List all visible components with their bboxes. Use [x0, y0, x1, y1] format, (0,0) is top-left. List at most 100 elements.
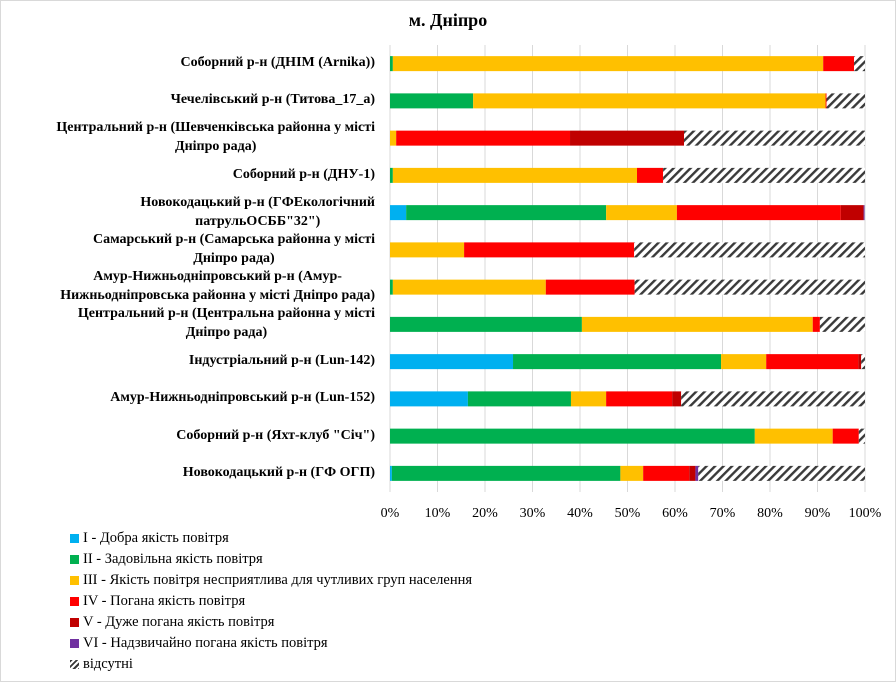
legend-item: IV - Погана якість повітря: [70, 591, 472, 612]
bar-segment: Амур-Нижньодніпровський р-н (Lun-152) — …: [467, 391, 571, 407]
bar-segment: Новокодацький р-н (ГФЕкологічний патруль…: [390, 205, 407, 221]
category-label: Самарський р-н (Самарська районна у міст…: [92, 231, 375, 266]
x-tick-label: 10%: [424, 506, 451, 521]
bar-segment: Новокодацький р-н (ГФ ОГП) — IV - Погана…: [643, 465, 690, 481]
bar-segment: Центральний р-н (Шевченківська районна у…: [570, 130, 685, 146]
legend: I - Добра якість повітря II - Задовільна …: [70, 528, 472, 675]
category-label: Індустріальний р-н (Lun-142): [188, 353, 375, 369]
bar-segment: Амур-Нижньодніпровський р-н (Lun-152) — …: [681, 391, 865, 407]
bar-segment: Соборний р-н (ДНІМ (Arnika)) — III - Які…: [392, 56, 824, 72]
legend-swatch: [70, 597, 79, 606]
category-label: Чечелівський р-н (Титова_17_а): [170, 92, 375, 108]
bar-segment: Амур-Нижньодніпровський р-н (Lun-152) — …: [672, 391, 682, 407]
bar-segment: Центральний р-н (Шевченківська районна у…: [684, 130, 865, 146]
legend-label: відсутні: [83, 656, 133, 672]
bar-segment: Індустріальний р-н (Lun-142) — V - Дуже …: [858, 354, 862, 370]
legend-swatch: [70, 639, 79, 648]
bar-segment: Амур-Нижньодніпровський р-н (Амур-Нижньо…: [545, 279, 635, 295]
x-tick-label: 90%: [804, 506, 831, 521]
category-label: Соборний р-н (Яхт-клуб "Січ"): [176, 427, 375, 443]
legend-swatch: [70, 555, 79, 564]
bar-segment: Центральний р-н (Шевченківська районна у…: [396, 130, 571, 146]
bar-segment: Новокодацький р-н (ГФ ОГП) — відсутні: 3…: [698, 465, 865, 481]
bar-segment: Самарський р-н (Самарська районна у міст…: [634, 242, 865, 258]
bar-segment: Центральний р-н (Шевченківська районна у…: [390, 130, 397, 146]
bar-segment: Новокодацький р-н (ГФЕкологічний патруль…: [863, 205, 865, 221]
bar-segment: Новокодацький р-н (ГФ ОГП) — I - Добра я…: [390, 465, 392, 481]
bar-segment: Індустріальний р-н (Lun-142) — IV - Пога…: [766, 354, 859, 370]
category-label: Центральний р-н (Шевченківська районна у…: [56, 120, 375, 155]
bar-segment: Соборний р-н (ДНУ-1) — відсутні: 42.5%: [663, 167, 866, 183]
bar-segment: Соборний р-н (Яхт-клуб "Січ") — відсутні…: [858, 428, 865, 444]
bars: Соборний р-н (ДНІМ (Arnika)) — II - Задо…: [390, 56, 866, 481]
x-tick-label: 50%: [614, 506, 641, 521]
bar-segment: Чечелівський р-н (Титова_17_а) — II - За…: [390, 93, 474, 109]
bar-segment: Індустріальний р-н (Lun-142) — III - Які…: [721, 354, 767, 370]
bar-segment: Амур-Нижньодніпровський р-н (Амур-Нижньо…: [634, 279, 866, 295]
category-label: Амур-Нижньодніпровський р-н (Амур- Нижньо…: [60, 269, 375, 304]
gridlines: [389, 45, 866, 492]
bar-segment: Амур-Нижньодніпровський р-н (Lun-152) — …: [390, 391, 468, 407]
bar-segment: Новокодацький р-н (ГФ ОГП) — III - Якіст…: [620, 465, 644, 481]
bar-segment: Амур-Нижньодніпровський р-н (Амур-Нижньо…: [392, 279, 546, 295]
legend-label: V - Дуже погана якість повітря: [83, 614, 275, 630]
legend-swatch: [70, 534, 79, 543]
bar-segment: Новокодацький р-н (ГФЕкологічний патруль…: [606, 205, 677, 221]
bar-segment: Чечелівський р-н (Титова_17_а) — відсутн…: [826, 93, 865, 109]
bar-segment: Соборний р-н (ДНІМ (Arnika)) — IV - Пога…: [823, 56, 855, 72]
category-label: Соборний р-н (ДНІМ (Arnika)): [180, 55, 375, 71]
bar-segment: Чечелівський р-н (Титова_17_а) — III - Я…: [473, 93, 826, 109]
bar-segment: Центральний р-н (Центральна районна у мі…: [581, 316, 813, 332]
bar-segment: Новокодацький р-н (ГФ ОГП) — VI - Надзви…: [695, 465, 699, 481]
x-tick-label: 60%: [662, 506, 688, 521]
category-label: Центральний р-н (Центральна районна у мі…: [77, 306, 375, 341]
bar-segment: Соборний р-н (ДНУ-1) — III - Якість пові…: [392, 167, 637, 183]
bar-segment: Соборний р-н (ДНУ-1) — II - Задовільна я…: [390, 167, 393, 183]
legend-swatch: [70, 660, 79, 669]
bar-segment: Індустріальний р-н (Lun-142) — I - Добра…: [390, 354, 514, 370]
legend-item: V - Дуже погана якість повітря: [70, 612, 472, 633]
legend-label: III - Якість повітря несприятлива для чу…: [83, 572, 473, 588]
bar-segment: Індустріальний р-н (Lun-142) — відсутні:…: [861, 354, 865, 370]
x-tick-label: 70%: [709, 506, 736, 521]
legend-item: VI - Надзвичайно погана якість повітря: [70, 633, 472, 654]
bar-segment: Соборний р-н (Яхт-клуб "Січ") — IV - Пог…: [832, 428, 859, 444]
category-label: Соборний р-н (ДНУ-1): [232, 166, 375, 182]
legend-item: II - Задовільна якість повітря: [70, 549, 472, 570]
bar-segment: Амур-Нижньодніпровський р-н (Амур-Нижньо…: [390, 279, 393, 295]
bar-segment: Новокодацький р-н (ГФ ОГП) — V - Дуже по…: [689, 465, 696, 481]
legend-label: II - Задовільна якість повітря: [83, 551, 263, 567]
bar-segment: Центральний р-н (Центральна районна у мі…: [390, 316, 582, 332]
bar-segment: Чечелівський р-н (Титова_17_а) — IV - По…: [825, 93, 827, 109]
category-label: Амур-Нижньодніпровський р-н (Lun-152): [110, 390, 375, 406]
bar-segment: Новокодацький р-н (ГФЕкологічний патруль…: [676, 205, 841, 221]
bar-segment: Новокодацький р-н (ГФ ОГП) — II - Задові…: [391, 465, 621, 481]
bar-segment: Соборний р-н (Яхт-клуб "Січ") — II - Зад…: [390, 428, 755, 444]
bar-segment: Індустріальний р-н (Lun-142) — II - Задо…: [513, 354, 722, 370]
x-tick-label: 0%: [380, 506, 400, 521]
legend-item: III - Якість повітря несприятлива для чу…: [70, 570, 472, 591]
bar-segment: Новокодацький р-н (ГФЕкологічний патруль…: [406, 205, 607, 221]
bar-segment: Соборний р-н (ДНІМ (Arnika)) — відсутні:…: [854, 56, 865, 72]
legend-label: VI - Надзвичайно погана якість повітря: [83, 635, 328, 651]
category-label: Новокодацький р-н (ГФ ОГП): [182, 464, 375, 480]
category-label: Новокодацький р-н (ГФЕкологічний патрульО…: [140, 194, 375, 229]
x-tick-label: 40%: [567, 506, 593, 521]
bar-segment: Центральний р-н (Центральна районна у мі…: [819, 316, 866, 332]
chart-title: м. Дніпро: [408, 10, 488, 30]
bar-segment: Самарський р-н (Самарська районна у міст…: [464, 242, 635, 258]
bar-segment: Соборний р-н (ДНУ-1) — IV - Погана якіст…: [637, 167, 664, 183]
bar-segment: Амур-Нижньодніпровський р-н (Lun-152) — …: [570, 391, 607, 407]
x-tick-label: 100%: [848, 506, 882, 521]
legend-label: IV - Погана якість повітря: [83, 593, 246, 609]
bar-segment: Самарський р-н (Самарська районна у міст…: [390, 242, 465, 258]
x-tick-label: 80%: [757, 506, 783, 521]
bar-segment: Соборний р-н (Яхт-клуб "Січ") — III - Як…: [754, 428, 833, 444]
x-tick-label: 30%: [519, 506, 546, 521]
bar-segment: Новокодацький р-н (ГФЕкологічний патруль…: [840, 205, 864, 221]
x-tick-label: 20%: [472, 506, 498, 521]
bar-segment: Амур-Нижньодніпровський р-н (Lun-152) — …: [606, 391, 673, 407]
bar-segment: Соборний р-н (ДНІМ (Arnika)) — II - Задо…: [390, 56, 393, 72]
legend-label: I - Добра якість повітря: [83, 530, 229, 546]
